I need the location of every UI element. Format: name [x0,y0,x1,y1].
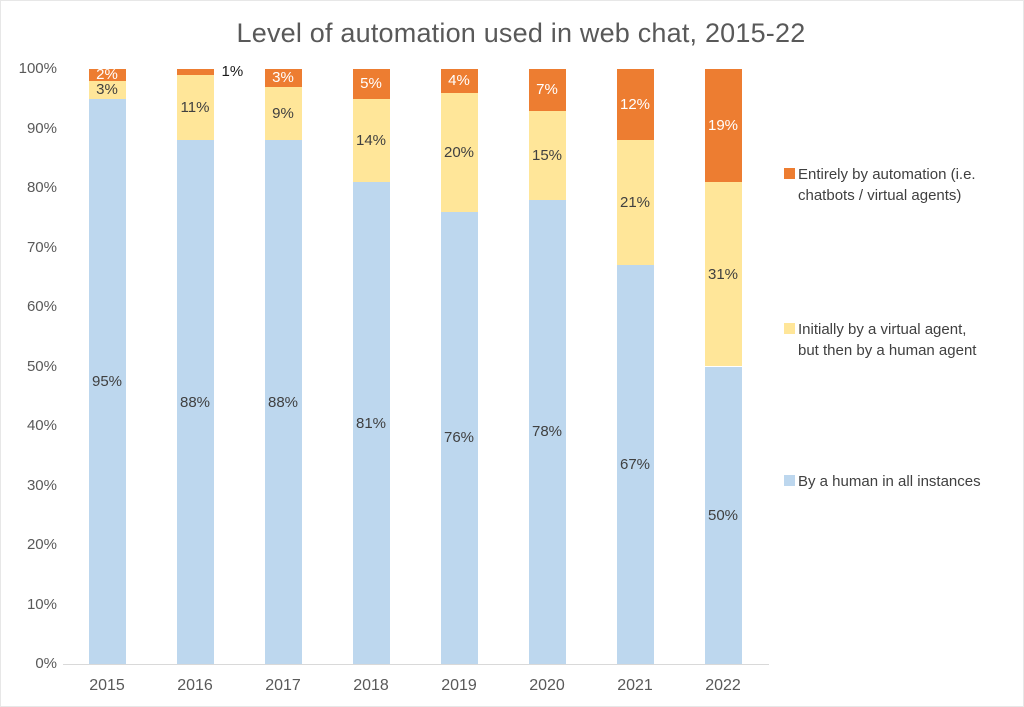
legend-item-automation: Entirely by automation (i.e. chatbots / … [784,164,1020,206]
legend-swatch-virtual-then-human-icon [784,323,795,334]
bar-segment-human-2016 [176,140,214,664]
bar-label-automation-2018: 5% [360,75,382,93]
legend-swatch-human-icon [784,475,795,486]
legend-item-label: Initially by a virtual agent, but then b… [798,321,977,359]
legend-item-human: By a human in all instances [784,471,1020,492]
bar-segment-automation-2019 [440,69,478,93]
bar-segment-human-2022 [704,366,742,664]
bar-label-virtual-then-human-2015: 3% [96,81,118,99]
bar-segment-automation-2020 [528,69,566,111]
bar-segment-automation-2021 [616,69,654,141]
y-axis-tick-label: 90% [26,119,57,137]
bar-segment-virtual-then-human-2020 [528,110,566,200]
legend-swatch-automation-icon [784,168,795,179]
legend-item-label: Entirely by automation (i.e. chatbots / … [798,166,976,204]
x-axis-label-2022: 2022 [705,677,741,694]
bar-segment-virtual-then-human-2018 [352,98,390,183]
bar-segment-virtual-then-human-2016 [176,74,214,141]
bar-segment-human-2020 [528,199,566,664]
chart-title: Level of automation used in web chat, 20… [236,18,806,48]
bar-label-virtual-then-human-2017: 9% [272,105,294,123]
bar-segment-human-2015 [88,98,126,664]
bar-segment-automation-2017 [264,69,302,87]
x-axis-label-2017: 2017 [265,677,301,694]
y-axis-tick-label: 50% [26,357,57,375]
bar-segment-human-2021 [616,265,654,664]
x-axis-label-2015: 2015 [89,677,125,694]
bar-segment-human-2017 [264,140,302,664]
x-axis-label-2021: 2021 [617,677,653,694]
bar-segment-virtual-then-human-2017 [264,86,302,141]
bar-label-virtual-then-human-2022: 31% [707,265,739,283]
bar-label-automation-2020: 7% [536,81,558,99]
y-axis-tick-label: 40% [26,417,57,434]
bar-label-human-2019: 76% [443,429,475,447]
y-axis-tick-label: 10% [26,595,57,613]
bar-label-human-2015: 95% [91,372,123,390]
bar-segment-automation-2022 [704,69,742,183]
bar-label-virtual-then-human-2018: 14% [355,131,387,149]
y-axis-tick-label: 60% [26,298,57,315]
y-axis-tick-label: 20% [26,536,57,553]
legend-item-label: By a human in all instances [798,473,981,490]
x-axis-label-2019: 2019 [441,677,477,694]
y-axis-tick-label: 30% [26,476,57,494]
bar-label-automation-2021: 12% [619,96,651,114]
bar-segment-automation-2015 [88,69,126,81]
x-axis-label-2020: 2020 [529,677,565,694]
y-axis-tick-label: 100% [18,60,57,77]
bar-label-human-2022: 50% [707,506,739,524]
bar-label-automation-2022: 19% [707,117,739,135]
bar-label-virtual-then-human-2021: 21% [619,194,651,212]
bar-label-virtual-then-human-2016: 11% [180,99,210,117]
bar-segment-automation-2018 [352,69,390,99]
legend-item-virtual-then-human: Initially by a virtual agent, but then b… [784,319,1020,361]
bar-segment-automation-2016 [176,69,214,75]
bar-label-automation-2015: 2% [96,66,118,84]
bar-label-human-2020: 78% [531,423,563,441]
bar-label-automation-2019: 4% [448,72,470,90]
bar-segment-virtual-then-human-2021 [616,140,654,266]
bar-label-virtual-then-human-2019: 20% [443,143,475,161]
x-axis-line [63,664,769,665]
y-axis-tick-label: 80% [26,179,57,196]
bar-label-automation-2016: 1% [221,63,244,81]
bar-label-automation-2017: 3% [272,69,294,87]
bar-segment-virtual-then-human-2019 [440,92,478,212]
bar-label-virtual-then-human-2020: 15% [531,146,563,164]
bar-label-human-2021: 67% [619,456,651,474]
x-axis-label-2016: 2016 [177,677,213,694]
bar-segment-virtual-then-human-2015 [88,80,126,99]
y-axis-tick-label: 70% [26,238,57,256]
bar-label-human-2018: 81% [355,414,387,432]
bar-segment-human-2019 [440,211,478,664]
bar-segment-human-2018 [352,182,390,664]
bar-segment-virtual-then-human-2022 [704,182,742,367]
bar-label-human-2017: 88% [267,393,299,411]
x-axis-label-2018: 2018 [353,677,389,694]
y-axis-tick-label: 0% [35,655,57,672]
bar-label-human-2016: 88% [179,393,211,411]
